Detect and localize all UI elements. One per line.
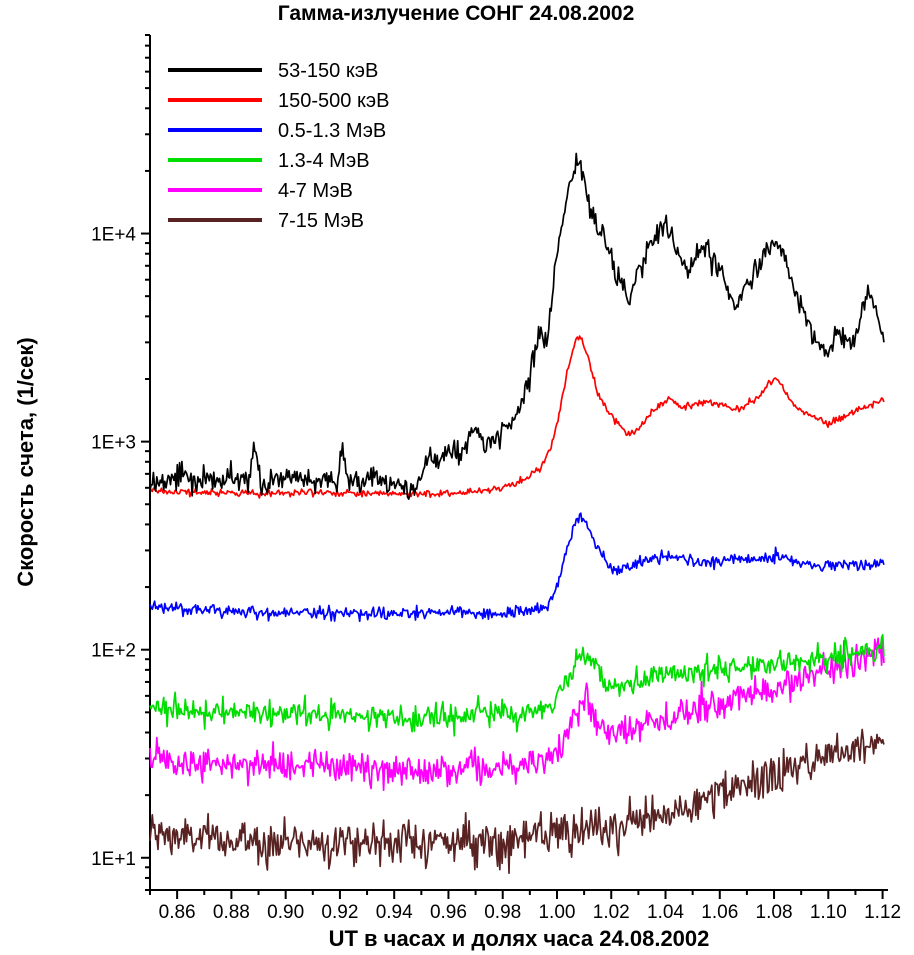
x-tick-label: 0.92 [321, 902, 358, 923]
x-tick-label: 0.86 [159, 902, 196, 923]
y-tick-label: 1E+1 [91, 849, 136, 870]
series-line-2 [149, 633, 885, 737]
x-tick-label: 1.12 [864, 902, 901, 923]
x-tick-label: 1.06 [701, 902, 738, 923]
chart-title: Гамма-излучение СОНГ 24.08.2002 [277, 2, 635, 25]
x-tick-label: 1.08 [756, 902, 793, 923]
legend-label: 1.3-4 МэВ [278, 150, 370, 172]
legend-label: 4-7 МэВ [278, 180, 353, 202]
x-tick-label: 1.10 [810, 902, 847, 923]
legend-label: 53-150 кэВ [278, 60, 378, 82]
x-tick-label: 0.96 [430, 902, 467, 923]
x-tick-label: 1.02 [593, 902, 630, 923]
series-line-3 [149, 512, 885, 623]
x-tick-label: 0.90 [267, 902, 304, 923]
x-tick-label: 0.98 [484, 902, 521, 923]
series-line-4 [149, 335, 885, 499]
y-tick-label: 1E+2 [91, 641, 136, 662]
x-tick-label: 0.88 [213, 902, 250, 923]
x-axis-label: UT в часах и долях часа 24.08.2002 [328, 926, 710, 951]
x-tick-label: 1.04 [647, 902, 684, 923]
x-tick-label: 0.94 [376, 902, 413, 923]
series-line-1 [149, 637, 885, 792]
legend-label: 7-15 МэВ [278, 210, 364, 232]
y-tick-label: 1E+4 [91, 225, 136, 246]
series-line-0 [149, 728, 885, 875]
series-line-5 [149, 152, 885, 500]
legend-label: 0.5-1.3 МэВ [278, 120, 386, 142]
legend-label: 150-500 кэВ [278, 90, 389, 112]
x-tick-label: 1.00 [538, 902, 575, 923]
y-tick-label: 1E+3 [91, 433, 136, 454]
